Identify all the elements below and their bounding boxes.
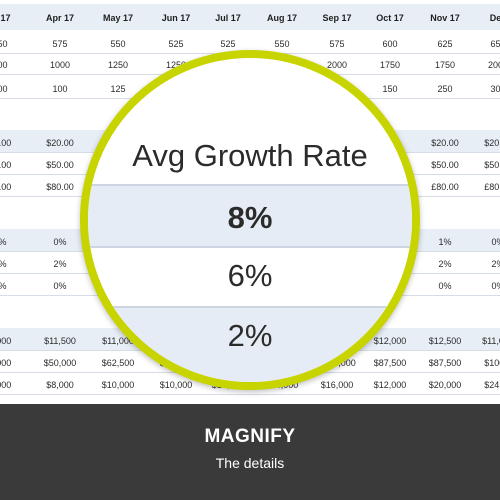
table-cell: 1,000 [0, 380, 12, 390]
table-cell: 0% [491, 281, 500, 291]
table-cell: 20.00 [0, 138, 12, 148]
table-cell: 0% [491, 237, 500, 247]
table-cell: 1,000 [0, 336, 12, 346]
table-cell: 575 [52, 39, 68, 49]
table-cell: $50,000 [43, 358, 77, 368]
table-cell: 2% [0, 258, 30, 270]
table-cell: $50.00 [46, 160, 74, 170]
table-cell: 1750 [379, 60, 401, 70]
table-cell: $50.00 [431, 160, 459, 170]
table-cell: $12,000 [373, 380, 407, 390]
column-header: ar 17 [0, 13, 11, 23]
table-cell: 2% [53, 259, 67, 269]
table-cell: $20.00 [46, 138, 74, 148]
magnifier-value-3: 2% [227, 318, 273, 353]
table-cell: $20.00 [431, 138, 459, 148]
table-cell: $20,000 [428, 380, 462, 390]
table-cell: 600 [382, 39, 398, 49]
table-cell: $12,500 [428, 336, 462, 346]
row-divider [0, 394, 500, 395]
column-header: Aug 17 [266, 13, 297, 23]
table-cell: 100 [52, 84, 68, 94]
table-cell: 300 [490, 84, 500, 94]
table-cell: 550 [110, 39, 126, 49]
table-cell: 1% [438, 237, 452, 247]
table-cell: 550 [274, 39, 290, 49]
header-band [0, 4, 500, 30]
footer-subtitle: The details [215, 455, 285, 471]
table-cell: 0,000 [0, 358, 12, 368]
table-cell: $87,500 [428, 358, 462, 368]
table-cell: £80.00 [484, 182, 500, 192]
magnifier-title: Avg Growth Rate [132, 138, 368, 173]
table-cell: $80.00 [46, 182, 74, 192]
magnifier-value-1: 8% [227, 200, 273, 235]
table-cell: 1000 [49, 60, 71, 70]
table-cell: $11,000 [482, 336, 500, 346]
column-header: Jul 17 [215, 13, 241, 23]
table-cell: 525 [220, 39, 236, 49]
table-cell: 125 [110, 84, 126, 94]
magnifier-divider [88, 306, 412, 308]
table-cell: 650 [490, 39, 500, 49]
table-cell: 80.00 [0, 182, 12, 192]
column-header: Oct 17 [376, 13, 404, 23]
magnifier-value-2: 6% [227, 258, 273, 293]
table-cell: 250 [437, 84, 453, 94]
table-cell: 2% [0, 280, 30, 292]
table-cell: $20.00 [484, 138, 500, 148]
magnifier-highlight-row [88, 186, 412, 246]
table-cell: $10,000 [101, 380, 135, 390]
footer-banner [0, 404, 500, 500]
table-cell: 550 [0, 39, 8, 49]
table-cell: $24,00 [484, 380, 500, 390]
table-cell: 525 [168, 39, 184, 49]
footer-title: MAGNIFY [204, 426, 296, 447]
magnifier-lens: Avg Growth Rate 8% 6% 2% [80, 50, 420, 390]
table-cell: 625 [437, 39, 453, 49]
table-cell: $8,000 [46, 380, 74, 390]
table-cell: 0% [53, 237, 67, 247]
table-cell: £80.00 [431, 182, 459, 192]
table-cell: 1250 [107, 60, 129, 70]
table-cell: 1750 [434, 60, 456, 70]
table-cell: 2000 [487, 60, 500, 70]
table-cell: $11,500 [44, 336, 76, 346]
table-cell: 150 [382, 84, 398, 94]
table-cell: 1250 [165, 60, 187, 70]
table-cell: $100,0 [484, 358, 500, 368]
table-cell: $16,000 [320, 380, 354, 390]
table-cell: 575 [329, 39, 345, 49]
table-cell: 0% [438, 281, 452, 291]
column-header: Jun 17 [161, 13, 191, 23]
column-header: Nov 17 [430, 13, 460, 23]
table-cell: 2000 [326, 60, 348, 70]
table-cell: 300 [0, 84, 8, 94]
magnifier-divider [88, 184, 412, 186]
table-cell: 0% [53, 281, 67, 291]
table-cell: 50.00 [0, 160, 12, 170]
table-cell: $10,000 [159, 380, 193, 390]
column-header: Sep 17 [322, 13, 352, 23]
column-header: Dec [489, 13, 500, 23]
column-header: May 17 [102, 13, 134, 23]
table-cell: 0% [0, 236, 30, 248]
table-cell: $50.00 [484, 160, 500, 170]
magnifier-divider [88, 246, 412, 248]
table-cell: 2% [438, 259, 452, 269]
magnifier-bottom-row [88, 308, 412, 382]
table-cell: 2% [491, 259, 500, 269]
table-cell: 000 [0, 60, 8, 70]
column-header: Apr 17 [45, 13, 74, 23]
